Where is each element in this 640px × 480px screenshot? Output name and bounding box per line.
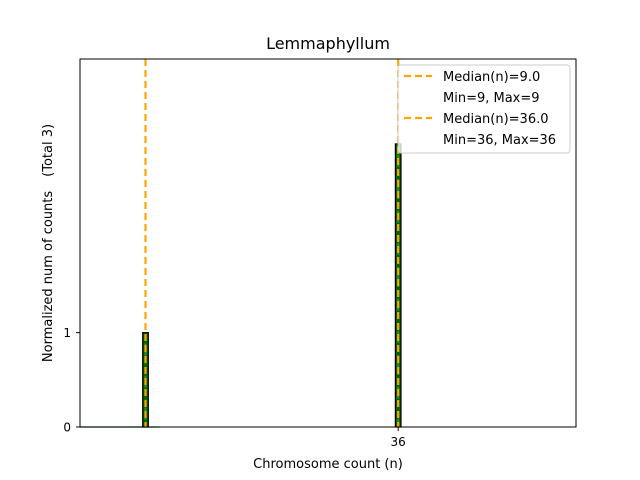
legend: Median(n)=9.0 Min=9, Max=9 Median(n)=36.… xyxy=(397,64,571,154)
legend-median-label-2: Median(n)=36.0 xyxy=(443,112,549,127)
plot-frame xyxy=(79,58,577,428)
y-axis-label-group: Normalized num of counts (Total 3) xyxy=(41,124,56,362)
y-axis-label: Normalized num of counts xyxy=(41,191,56,362)
legend-range-label-2: Min=36, Max=36 xyxy=(443,133,556,148)
x-axis-ticks: 36 xyxy=(391,427,406,449)
legend-range-label-1: Min=9, Max=9 xyxy=(443,91,540,106)
y-tick-label-2: 1 xyxy=(63,326,71,340)
y-axis-ticks: 01 xyxy=(63,326,80,435)
legend-box xyxy=(397,64,571,154)
y-tick-label-1: 0 xyxy=(63,421,71,435)
svg-text:Normalized num of counts(Total: Normalized num of counts (Total 3) xyxy=(41,124,56,362)
chart-title: Lemmaphyllum xyxy=(266,34,390,53)
y-axis-total-label: (Total 3) xyxy=(41,124,56,177)
x-axis-label: Chromosome count (n) xyxy=(253,457,403,472)
legend-median-label-1: Median(n)=9.0 xyxy=(443,70,540,85)
x-tick-label-1: 36 xyxy=(391,435,406,449)
